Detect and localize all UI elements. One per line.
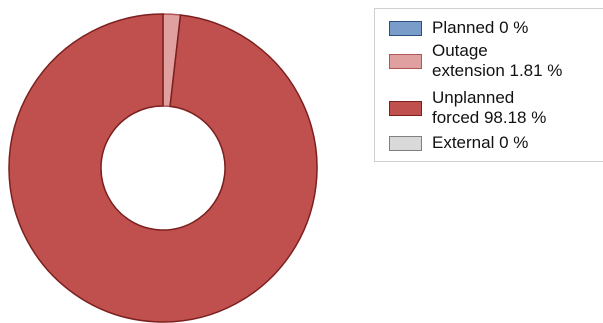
- legend-item-planned: Planned 0 %: [389, 18, 528, 38]
- legend-swatch-planned: [389, 20, 422, 36]
- donut-slice-unplanned-forced: [8, 13, 318, 323]
- legend-swatch-unplanned-forced: [389, 100, 422, 116]
- legend-label-outage-extension: Outage extension 1.81 %: [432, 41, 563, 80]
- chart-legend: Planned 0 % Outage extension 1.81 % Unpl…: [374, 8, 603, 162]
- legend-item-unplanned-forced: Unplanned forced 98.18 %: [389, 88, 546, 128]
- legend-swatch-outage-extension: [389, 53, 422, 69]
- legend-label-planned: Planned 0 %: [432, 18, 529, 37]
- legend-label-unplanned-forced: Unplanned forced 98.18 %: [432, 88, 547, 127]
- legend-label-external: External 0 %: [432, 133, 529, 152]
- legend-item-outage-extension: Outage extension 1.81 %: [389, 41, 562, 81]
- legend-swatch-external: [389, 135, 422, 151]
- legend-item-external: External 0 %: [389, 133, 528, 153]
- donut-chart: [8, 13, 318, 323]
